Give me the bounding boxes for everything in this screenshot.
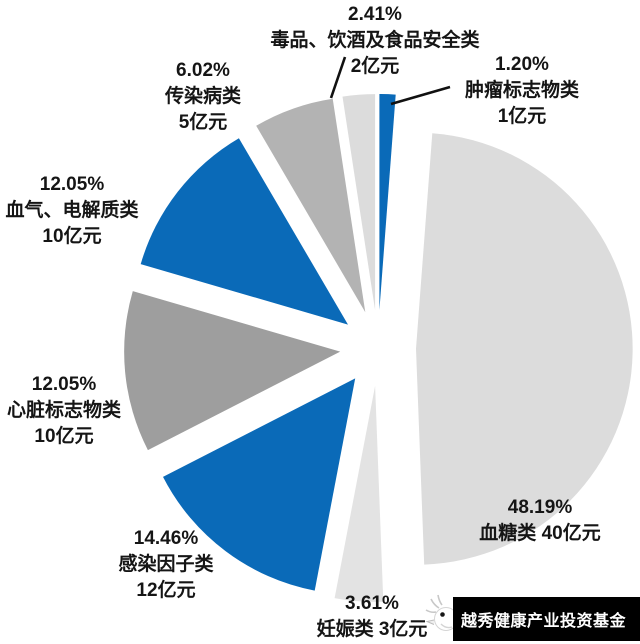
slice-label-line: 5亿元	[178, 112, 228, 133]
brand-footer: 越秀健康产业投资基金	[453, 597, 640, 641]
slice-label-3: 14.46% 感染因子类 12亿元	[118, 526, 213, 604]
slice-label-line: 1亿元	[497, 106, 547, 127]
slice-label-line: 10亿元	[42, 226, 102, 247]
slice-label-line: 12亿元	[136, 580, 196, 601]
slice-label-line: 2.41%	[348, 4, 402, 25]
pie-slice-4	[124, 291, 341, 451]
slice-label-1: 48.19% 血糖类 40亿元	[479, 495, 600, 547]
slice-label-line: 12.05%	[39, 174, 105, 195]
slice-label-5: 12.05% 血气、电解质类 10亿元	[5, 172, 138, 250]
pie-slice-5	[140, 138, 348, 325]
leader-line-7	[329, 56, 347, 99]
slice-label-line: 48.19%	[507, 497, 573, 518]
slice-label-7: 2.41% 毒品、饮酒及食品安全类 2亿元	[270, 2, 479, 80]
pie-slice-2	[334, 385, 384, 602]
slice-label-line: 毒品、饮酒及食品安全类	[270, 30, 480, 51]
slice-label-0: 1.20% 肿瘤标志物类 1亿元	[465, 52, 579, 130]
bird-logo-icon	[425, 594, 458, 631]
slice-label-line: 传染病类	[164, 86, 242, 107]
slice-label-line: 1.20%	[495, 54, 549, 75]
slice-label-line: 10亿元	[34, 426, 94, 447]
leader-line-0	[390, 85, 451, 106]
slice-label-line: 14.46%	[133, 528, 199, 549]
slice-label-line: 肿瘤标志物类	[464, 80, 580, 101]
pie-slice-0	[379, 93, 396, 310]
slice-label-line: 6.02%	[176, 60, 230, 81]
pie-slice-1	[416, 133, 633, 565]
slice-label-line: 感染因子类	[118, 554, 214, 575]
pie-slice-7	[342, 94, 376, 311]
pie-slice-6	[256, 98, 366, 313]
slice-label-2: 3.61% 妊娠类 3亿元	[317, 591, 428, 643]
brand-name: 越秀健康产业投资基金	[461, 613, 627, 630]
slice-label-line: 血糖类 40亿元	[479, 523, 601, 544]
slice-label-line: 2亿元	[350, 56, 400, 77]
slice-label-line: 血气、电解质类	[5, 200, 139, 221]
slice-label-line: 妊娠类 3亿元	[316, 619, 428, 640]
pie-slice-3	[163, 378, 356, 591]
slice-label-line: 心脏标志物类	[6, 400, 122, 421]
slice-label-6: 6.02% 传染病类 5亿元	[165, 58, 241, 136]
slice-label-line: 12.05%	[31, 374, 97, 395]
slice-label-4: 12.05% 心脏标志物类 10亿元	[7, 372, 121, 450]
slice-label-line: 3.61%	[345, 593, 399, 614]
